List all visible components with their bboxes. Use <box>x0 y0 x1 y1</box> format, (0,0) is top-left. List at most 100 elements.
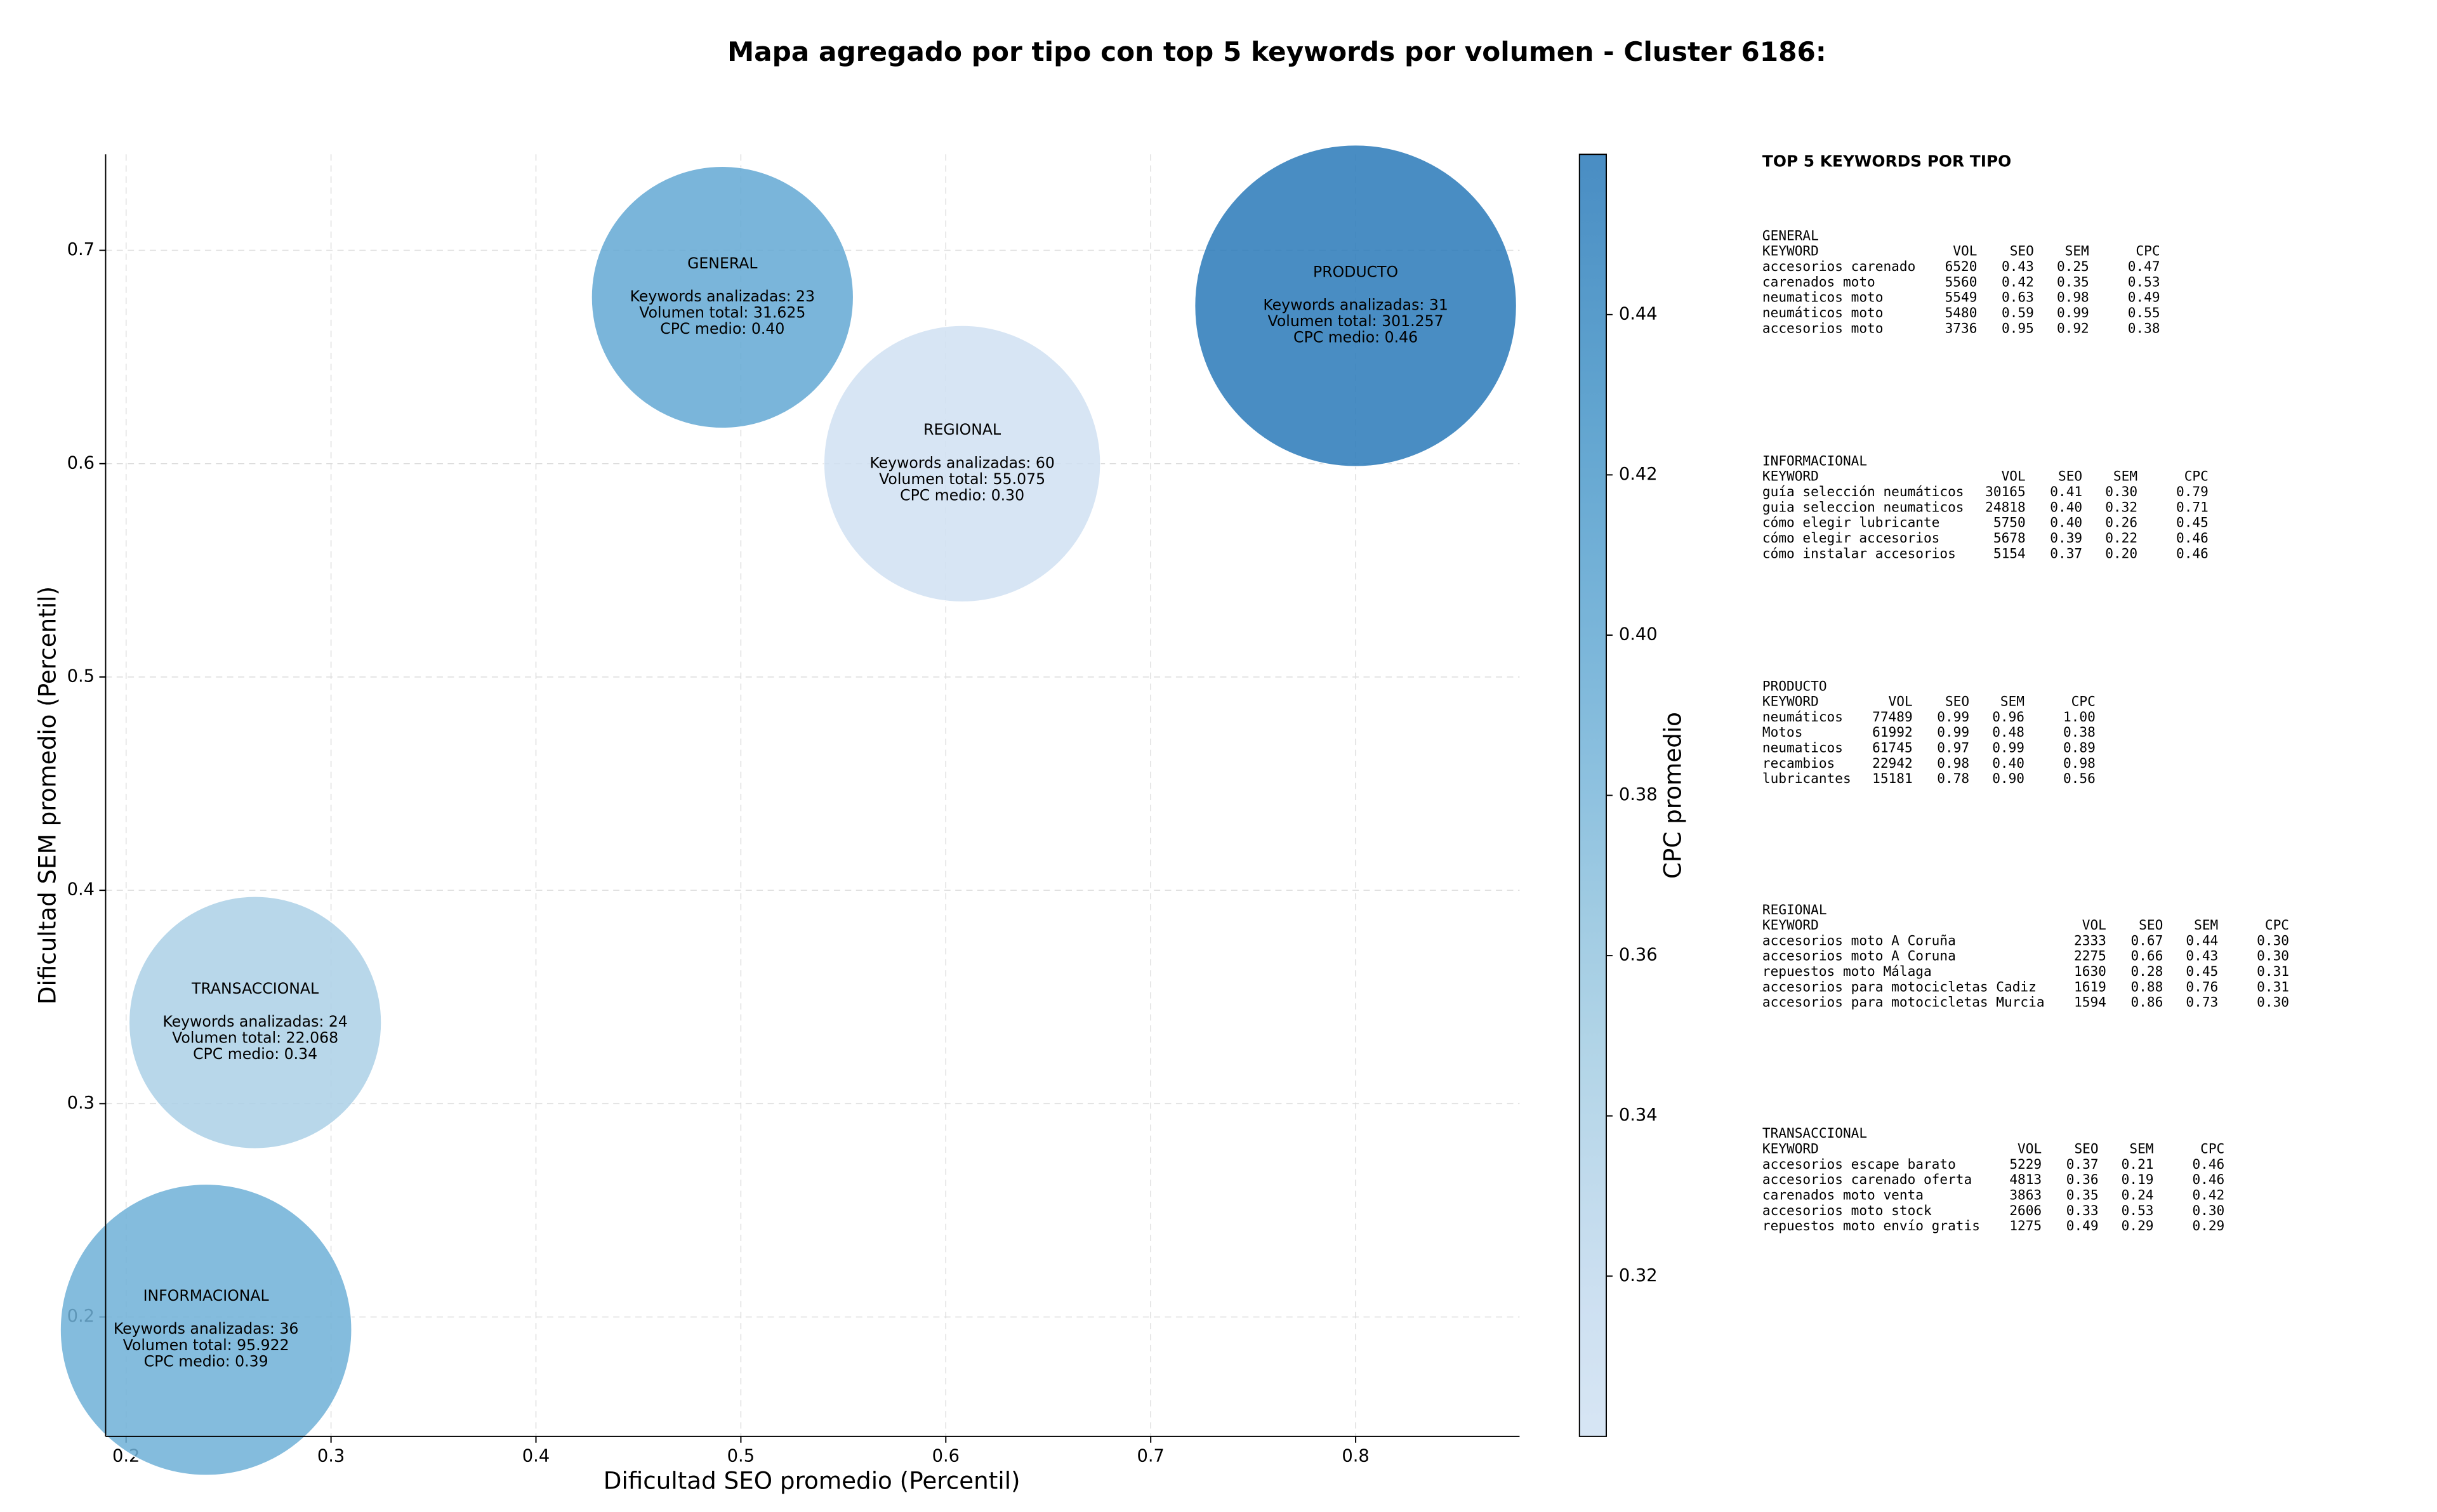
table-cell: 1630 <box>2074 963 2106 979</box>
y-axis-label: Dificultad SEM promedio (Percentil) <box>33 586 61 1004</box>
bubble-annotation: Keywords analizadas: 24 <box>162 1013 347 1030</box>
x-tick-label: 0.6 <box>932 1447 960 1466</box>
table-cell: 0.99 <box>1937 709 1969 725</box>
table-cell: 0.40 <box>2050 515 2082 530</box>
bubble <box>591 166 854 429</box>
table-cell: cómo elegir accesorios <box>1762 530 1939 546</box>
colorbar-tick-label: 0.38 <box>1619 785 1658 805</box>
bubble-annotation: CPC medio: 0.46 <box>1293 329 1418 346</box>
chart-title: Mapa agregado por tipo con top 5 keyword… <box>727 36 1826 67</box>
bubble-annotation: CPC medio: 0.34 <box>193 1045 317 1063</box>
y-tick-label: 0.4 <box>67 880 95 900</box>
table-cell: cómo instalar accesorios <box>1762 545 1956 561</box>
table-cell: recambios <box>1762 755 1835 771</box>
table-cell: 5549 <box>1945 289 1978 305</box>
x-tick-label: 0.5 <box>727 1447 755 1466</box>
table-cell: 0.53 <box>2122 1202 2154 1218</box>
table-cell: accesorios carenado oferta <box>1762 1171 1972 1187</box>
column-header: CPC <box>2136 243 2160 259</box>
group-name: PRODUCTO <box>1762 678 1827 694</box>
table-cell: 0.49 <box>2128 289 2160 305</box>
table-cell: 0.31 <box>2257 963 2289 979</box>
table-cell: 0.46 <box>2192 1156 2224 1172</box>
column-header: VOL <box>2002 468 2026 484</box>
table-cell: 0.42 <box>2192 1187 2224 1203</box>
column-header: SEO <box>2074 1141 2098 1157</box>
table-cell: 0.99 <box>2057 305 2089 320</box>
bubble-label: INFORMACIONAL <box>143 1287 270 1305</box>
table-cell: accesorios para motocicletas Murcia <box>1762 994 2045 1010</box>
bubble-annotation: CPC medio: 0.40 <box>660 320 784 338</box>
column-header: KEYWORD <box>1762 694 1819 709</box>
table-cell: 0.46 <box>2176 545 2209 561</box>
bubble-annotation: Volumen total: 22.068 <box>172 1029 338 1047</box>
table-cell: 5560 <box>1945 273 1978 289</box>
table-cell: 0.96 <box>1992 709 2024 725</box>
table-cell: 1619 <box>2074 978 2106 994</box>
table-cell: 30165 <box>1985 483 2026 499</box>
table-cell: 0.38 <box>2128 320 2160 336</box>
table-cell: 0.56 <box>2063 770 2096 786</box>
table-cell: neumáticos <box>1762 709 1843 725</box>
colorbar-tick-label: 0.42 <box>1619 464 1658 484</box>
table-cell: 0.28 <box>2130 963 2163 979</box>
table-cell: 22942 <box>1872 755 1913 771</box>
table-cell: 0.30 <box>2257 994 2289 1010</box>
column-header: CPC <box>2200 1141 2224 1157</box>
column-header: KEYWORD <box>1762 917 1819 933</box>
column-header: SEO <box>2139 917 2163 933</box>
table-cell: 61745 <box>1872 740 1913 756</box>
table-cell: neumaticos <box>1762 740 1843 756</box>
table-cell: 2606 <box>2009 1202 2042 1218</box>
x-tick-label: 0.8 <box>1342 1447 1369 1466</box>
table-cell: 0.88 <box>2130 978 2163 994</box>
table-cell: accesorios moto A Coruna <box>1762 948 1956 964</box>
table-cell: 0.29 <box>2122 1218 2154 1233</box>
colorbar-tick-label: 0.32 <box>1619 1266 1658 1285</box>
table-cell: 0.30 <box>2192 1202 2224 1218</box>
column-header: VOL <box>2082 917 2106 933</box>
table-cell: 0.59 <box>2002 305 2034 320</box>
table-cell: carenados moto <box>1762 273 1875 289</box>
column-header: CPC <box>2071 694 2096 709</box>
table-cell: 0.26 <box>2105 515 2137 530</box>
table-cell: 0.98 <box>2063 755 2096 771</box>
y-tick-label: 0.3 <box>67 1093 95 1113</box>
table-cell: 5229 <box>2009 1156 2042 1172</box>
table-cell: 0.45 <box>2186 963 2218 979</box>
bubble-annotation: CPC medio: 0.39 <box>144 1352 268 1370</box>
table-cell: 3863 <box>2009 1187 2042 1203</box>
table-cell: cómo elegir lubricante <box>1762 515 1939 530</box>
column-header: SEM <box>2113 468 2137 484</box>
table-cell: guia seleccion neumaticos <box>1762 499 1964 515</box>
table-cell: 5750 <box>1993 515 2026 530</box>
table-cell: 0.43 <box>2002 258 2034 274</box>
column-header: SEM <box>2065 243 2089 259</box>
column-header: VOL <box>1953 243 1977 259</box>
table-cell: 0.30 <box>2257 932 2289 948</box>
table-cell: 0.99 <box>1937 724 1969 740</box>
table-cell: 0.35 <box>2066 1187 2099 1203</box>
table-cell: 0.29 <box>2192 1218 2224 1233</box>
table-cell: 2275 <box>2074 948 2106 964</box>
table-cell: 0.30 <box>2105 483 2137 499</box>
bubble-label: REGIONAL <box>923 421 1001 438</box>
table-cell: 0.43 <box>2186 948 2218 964</box>
x-tick-label: 0.7 <box>1137 1447 1164 1466</box>
bubble <box>60 1183 352 1476</box>
bubble <box>128 896 382 1149</box>
table-cell: 0.46 <box>2192 1171 2224 1187</box>
table-cell: 0.20 <box>2105 545 2137 561</box>
table-cell: 0.55 <box>2128 305 2160 320</box>
table-cell: 0.86 <box>2130 994 2163 1010</box>
column-header: VOL <box>1889 694 1913 709</box>
bubble-annotation: Keywords analizadas: 31 <box>1263 296 1448 313</box>
table-cell: 0.36 <box>2066 1171 2099 1187</box>
column-header: SEM <box>2129 1141 2153 1157</box>
column-header: SEM <box>2194 917 2218 933</box>
table-cell: carenados moto venta <box>1762 1187 1924 1203</box>
table-cell: 0.40 <box>1992 755 2024 771</box>
table-cell: 0.97 <box>1937 740 1969 756</box>
bubble-label: TRANSACCIONAL <box>191 980 319 997</box>
